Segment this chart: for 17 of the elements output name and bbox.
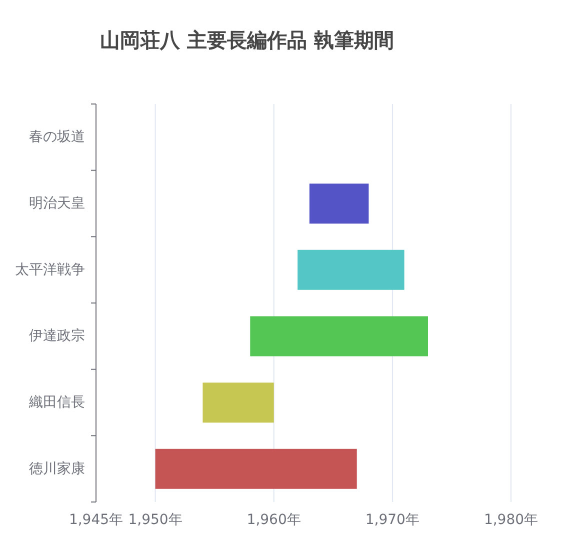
x-tick-label: 1,970年 (365, 512, 420, 528)
y-tick-label: 太平洋戦争 (15, 262, 85, 278)
bar (309, 184, 369, 224)
bar (250, 316, 428, 356)
y-tick-label: 伊達政宗 (29, 328, 85, 344)
bar (298, 250, 404, 290)
y-tick-label: 明治天皇 (29, 196, 85, 212)
chart-title: 山岡荘八 主要長編作品 執筆期間 (100, 27, 394, 54)
x-tick-label: 1,980年 (484, 512, 538, 528)
bar (155, 448, 357, 489)
y-tick-label: 徳川家康 (29, 460, 85, 477)
x-tick-label: 1,960年 (246, 512, 301, 528)
y-tick-label: 春の坂道 (29, 129, 85, 146)
bar (202, 382, 274, 423)
x-tick-label: 1,945年 (68, 512, 124, 528)
y-tick-label: 織田信長 (28, 394, 85, 410)
x-tick-label: 1,950年 (128, 512, 182, 528)
